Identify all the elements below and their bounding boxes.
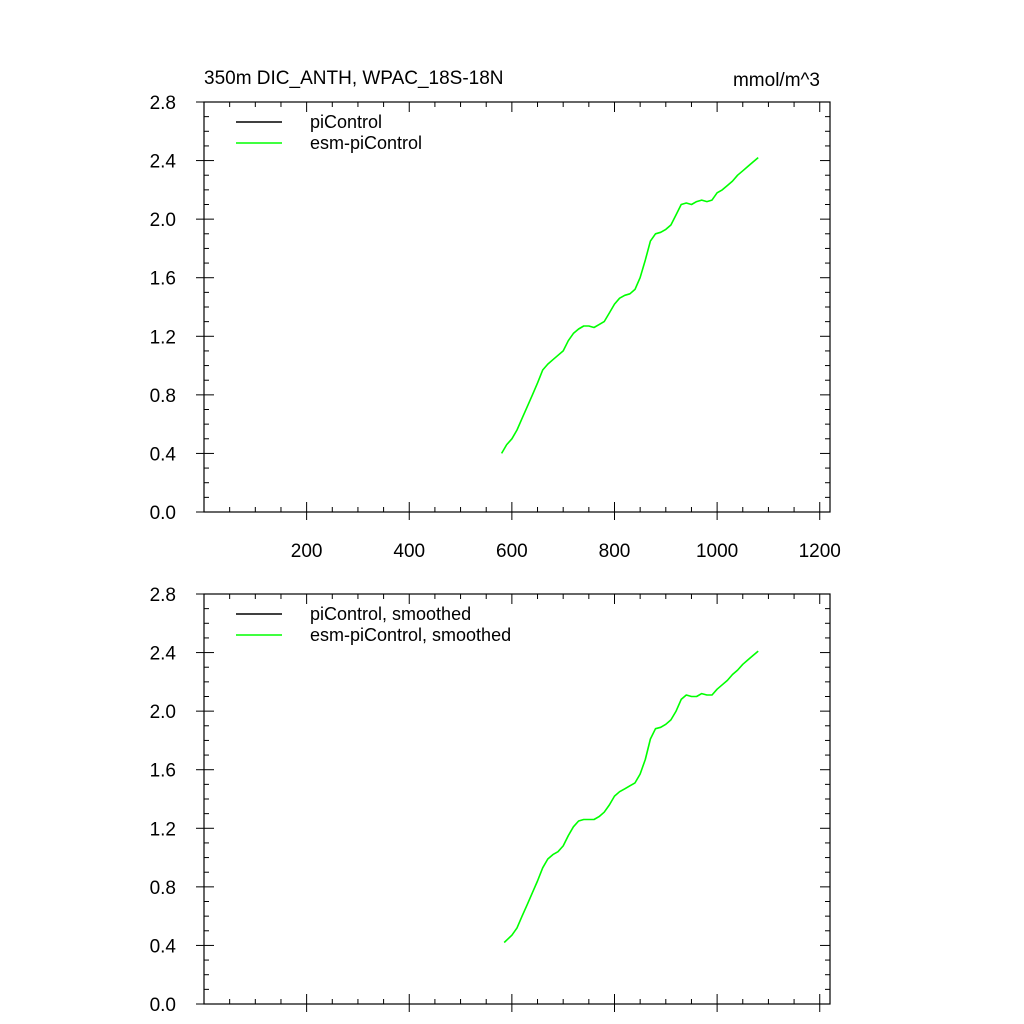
y-tick-label: 2.8 [150,585,176,606]
series-line-esm-picontrol [500,156,759,454]
x-tick-label: 200 [291,541,323,562]
legend-label: piControl [310,112,382,132]
x-tick-label: 600 [496,541,528,562]
x-tick-label: 800 [599,541,631,562]
series-line-esm-picontrol-smoothed [503,650,759,944]
y-tick-label: 2.0 [150,702,176,723]
y-tick-label: 1.6 [150,761,176,782]
plot-frame [203,101,831,513]
legend-label: piControl, smoothed [310,604,471,624]
figure-title: 350m DIC_ANTH, WPAC_18S-18N [204,68,504,89]
y-tick-label: 2.0 [150,210,176,231]
y-tick-label: 1.2 [150,819,176,840]
y-tick-label: 1.6 [150,269,176,290]
units-label: mmol/m^3 [733,70,820,91]
y-tick-label: 2.4 [150,644,177,665]
x-tick-label: 1200 [799,541,841,562]
y-tick-label: 0.0 [150,995,176,1016]
x-tick-label: 400 [393,541,425,562]
top-panel: 200 400 600 800 1000 1200 0.0 0.4 0.8 1.2 1.6 2.0 2.… [150,93,841,562]
legend-label: esm-piControl [310,133,422,153]
plot-frame [203,593,831,1005]
y-tick-label: 0.0 [150,503,176,524]
y-tick-label: 0.8 [150,386,176,407]
legend-label: esm-piControl, smoothed [310,625,511,645]
x-tick-label: 1000 [696,541,738,562]
y-tick-label: 2.4 [150,152,177,173]
y-tick-label: 0.4 [150,936,177,957]
y-tick-label: 0.8 [150,878,176,899]
bottom-panel: 0.0 0.4 0.8 1.2 1.6 2.0 2.4 2.8 piControl, smoot… [150,585,831,1016]
y-tick-label: 1.2 [150,327,176,348]
y-tick-label: 2.8 [150,93,176,114]
y-tick-label: 0.4 [150,444,177,465]
